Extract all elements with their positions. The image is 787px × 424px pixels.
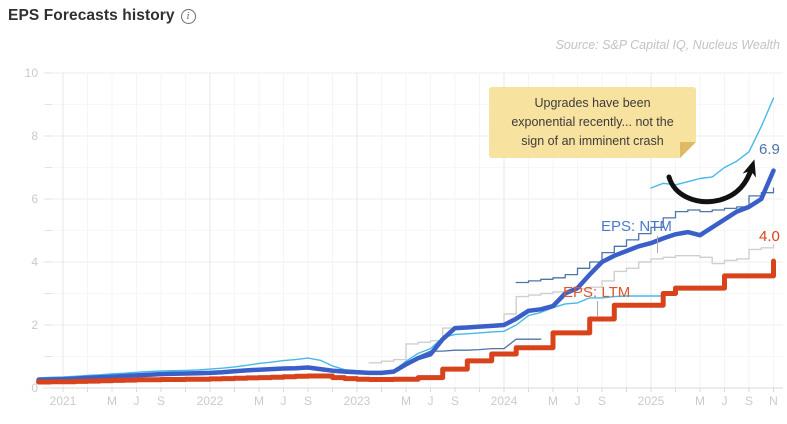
svg-text:4: 4 (31, 255, 38, 269)
source-caption: Source: S&P Capital IQ, Nucleus Wealth (555, 38, 780, 52)
chart-title-text: EPS Forecasts history (8, 7, 175, 24)
sticky-note-annotation: Upgrades have been exponential recently.… (489, 87, 696, 158)
svg-text:2022: 2022 (197, 394, 224, 408)
svg-text:2023: 2023 (344, 394, 371, 408)
svg-text:S: S (157, 394, 165, 408)
series-label-ltm: EPS: LTM (563, 284, 631, 301)
svg-text:J: J (428, 394, 434, 408)
svg-text:S: S (745, 394, 753, 408)
svg-text:M: M (695, 394, 705, 408)
series-label-ntm: EPS: NTM (601, 218, 672, 235)
svg-text:10: 10 (25, 66, 39, 80)
svg-text:2024: 2024 (491, 394, 518, 408)
svg-text:S: S (451, 394, 459, 408)
svg-text:J: J (575, 394, 581, 408)
svg-text:M: M (401, 394, 411, 408)
svg-text:2025: 2025 (638, 394, 665, 408)
last-value-label-ntm: 6.9 (759, 141, 780, 158)
svg-text:8: 8 (31, 129, 38, 143)
svg-text:M: M (107, 394, 117, 408)
ltm-label-connector (597, 301, 598, 316)
svg-text:J: J (722, 394, 728, 408)
svg-text:M: M (548, 394, 558, 408)
svg-text:N: N (769, 394, 778, 408)
info-icon[interactable]: i (180, 8, 196, 24)
page-title: EPS Forecasts history i (8, 7, 196, 25)
svg-text:0: 0 (31, 381, 38, 395)
svg-text:J: J (281, 394, 287, 408)
ntm-label-connector (657, 236, 658, 253)
svg-text:S: S (304, 394, 312, 408)
last-value-label-ltm: 4.0 (759, 228, 780, 245)
svg-text:2: 2 (31, 318, 38, 332)
svg-text:S: S (598, 394, 606, 408)
svg-text:2021: 2021 (50, 394, 77, 408)
svg-text:M: M (254, 394, 264, 408)
svg-text:6: 6 (31, 192, 38, 206)
svg-text:J: J (134, 394, 140, 408)
sticky-note-text: Upgrades have been exponential recently.… (511, 96, 674, 148)
